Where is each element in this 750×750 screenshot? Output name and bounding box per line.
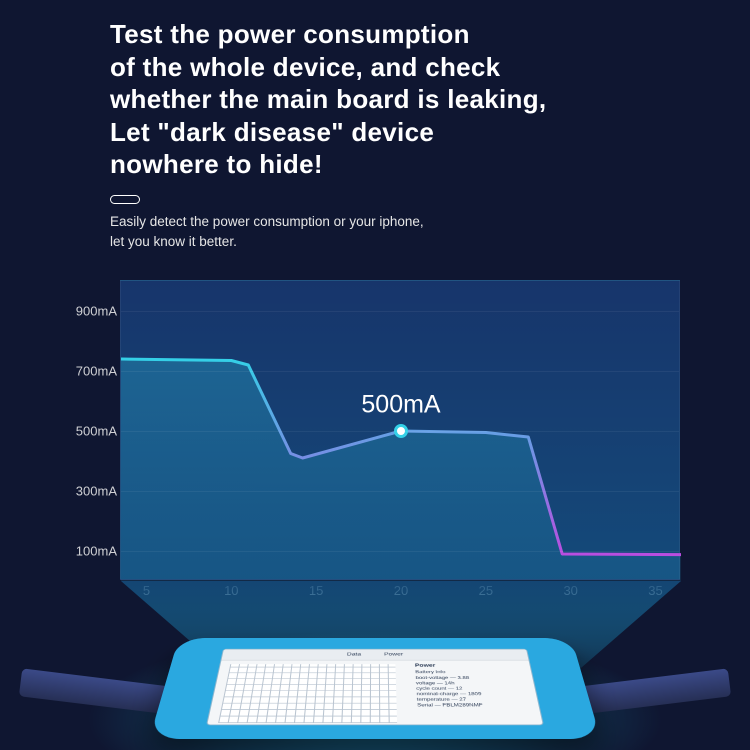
- headline-l5: nowhere to hide!: [110, 149, 323, 179]
- gridline: [121, 311, 679, 312]
- tester-device: Data Power Power Battery Info boot-volta…: [149, 638, 600, 739]
- gridline: [121, 371, 679, 372]
- subheading-l1: Easily detect the power consumption or y…: [110, 214, 424, 229]
- headline: Test the power consumption of the whole …: [0, 0, 750, 181]
- y-tick-label: 500mA: [76, 424, 117, 439]
- subheading: Easily detect the power consumption or y…: [0, 212, 750, 253]
- device-tabs: Data Power: [221, 649, 528, 660]
- y-tick-label: 100mA: [76, 544, 117, 559]
- device-screen: Data Power Power Battery Info boot-volta…: [206, 649, 544, 725]
- headline-l3: whether the main board is leaking,: [110, 84, 546, 114]
- device-info-title: Power: [415, 663, 523, 669]
- headline-l2: of the whole device, and check: [110, 52, 500, 82]
- device-screen-chart: [218, 664, 397, 723]
- y-tick-label: 900mA: [76, 304, 117, 319]
- gridline: [121, 551, 679, 552]
- y-tick-label: 700mA: [76, 364, 117, 379]
- y-tick-label: 300mA: [76, 484, 117, 499]
- chart-container: 100mA300mA500mA700mA900mA 5101520253035: [70, 280, 680, 630]
- subheading-l2: let you know it better.: [110, 234, 237, 249]
- device-info-line: Serial — FBLM289NMF: [417, 703, 531, 709]
- device-tab-data: Data: [347, 652, 361, 656]
- headline-l1: Test the power consumption: [110, 19, 470, 49]
- headline-l4: Let "dark disease" device: [110, 117, 434, 147]
- gridline: [121, 431, 679, 432]
- device-screen-info: Power Battery Info boot-voltage — 3.88 v…: [415, 663, 531, 709]
- decorative-pill: [110, 195, 140, 204]
- gridline: [121, 491, 679, 492]
- device-zone: Data Power Power Battery Info boot-volta…: [0, 600, 750, 750]
- chart-panel: 100mA300mA500mA700mA900mA 5101520253035: [120, 280, 680, 580]
- callout-label: 500mA: [361, 390, 440, 419]
- y-axis: 100mA 300mA 500mA 700mA 900mA: [61, 281, 117, 581]
- device-tab-power: Power: [384, 652, 403, 656]
